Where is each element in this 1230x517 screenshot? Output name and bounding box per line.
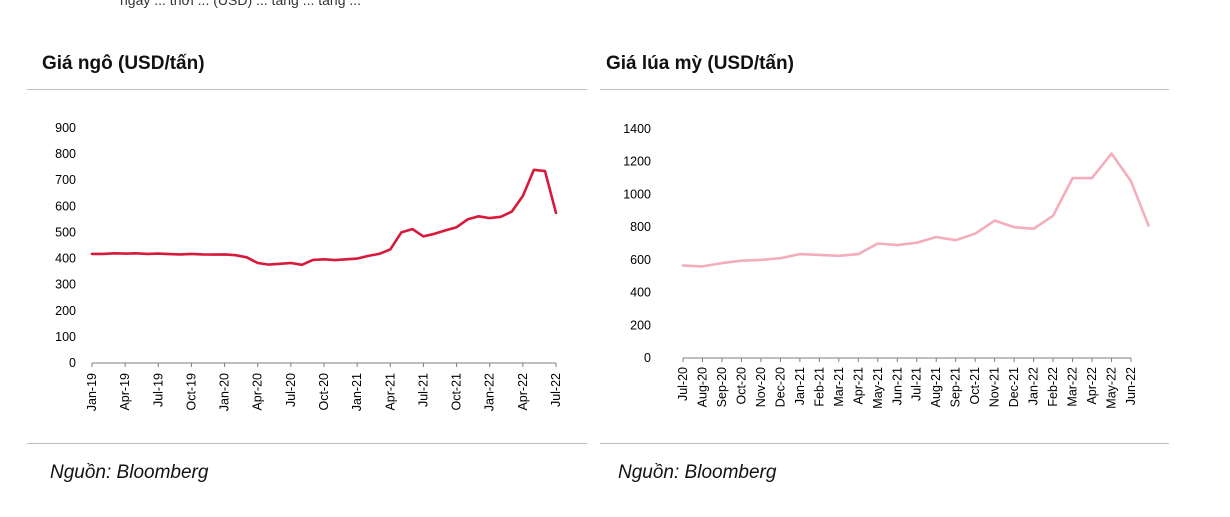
corn-y-tick-label: 0 [69,356,76,370]
corn-x-tick-label: Jul-21 [416,373,430,407]
left-top-rule [27,89,587,90]
right-bottom-rule [600,443,1169,444]
corn-x-tick-label: Apr-22 [516,373,530,411]
wheat-y-tick-label: 400 [630,286,651,300]
wheat-price-line [681,152,1150,268]
wheat-x-tick-label: Aug-20 [695,367,709,407]
wheat-x-tick-label: Jan-22 [1027,367,1041,405]
wheat-chart-source: Nguồn: Bloomberg [618,462,777,483]
corn-x-tick-label: Jul-19 [151,373,165,407]
corn-y-tick-label: 500 [55,225,76,239]
corn-y-tick-label: 200 [55,304,76,318]
wheat-y-tick-label: 1200 [623,155,651,169]
corn-price-line [90,168,558,267]
wheat-x-tick-label: May-21 [871,367,885,409]
corn-x-tick-label: Apr-21 [383,373,397,411]
corn-x-tick-label: Jul-22 [549,373,563,407]
wheat-x-tick-label: Jun-22 [1124,367,1138,405]
wheat-x-tick-label: Jan-21 [793,367,807,405]
wheat-x-tick-label: Mar-21 [832,367,846,407]
wheat-x-tick-label: Oct-20 [734,367,748,405]
wheat-x-tick-label: Dec-21 [1007,367,1021,407]
wheat-y-tick-label: 600 [630,253,651,267]
wheat-x-tick-label: Aug-21 [929,367,943,407]
wheat-x-tick-label: Jun-21 [890,367,904,405]
corn-x-tick-label: Jan-21 [350,373,364,411]
wheat-y-tick-label: 1400 [623,122,651,136]
wheat-x-tick-label: Apr-21 [851,367,865,405]
right-top-rule [600,89,1169,90]
wheat-x-tick-label: Mar-22 [1066,367,1080,407]
wheat-x-tick-label: Feb-21 [812,367,826,407]
corn-y-tick-label: 300 [55,278,76,292]
corn-y-tick-label: 700 [55,173,76,187]
wheat-y-tick-label: 1000 [623,187,651,201]
wheat-chart-title: Giá lúa mỳ (USD/tấn) [606,53,794,74]
corn-y-tick-label: 600 [55,199,76,213]
wheat-y-tick-label: 200 [630,318,651,332]
wheat-x-tick-label: Nov-21 [988,367,1002,407]
wheat-x-tick-label: Sep-20 [715,367,729,407]
wheat-x-tick-label: Oct-21 [968,367,982,405]
corn-y-tick-label: 900 [55,121,76,135]
corn-y-tick-label: 400 [55,252,76,266]
wheat-y-tick-label: 800 [630,220,651,234]
corn-x-tick-label: Oct-21 [450,373,464,411]
wheat-x-tick-label: Apr-22 [1085,367,1099,405]
wheat-x-tick-label: Jul-20 [676,367,690,401]
corn-y-tick-label: 800 [55,147,76,161]
corn-x-tick-label: Jul-20 [284,373,298,407]
corn-x-tick-label: Oct-19 [184,373,198,411]
top-caption: ngày ... thời ... (USD) ... tăng ... tăn… [120,0,362,8]
corn-x-tick-label: Apr-19 [118,373,132,411]
corn-x-tick-label: Apr-20 [251,373,265,411]
corn-chart-title: Giá ngô (USD/tấn) [42,53,205,74]
wheat-y-tick-label: 0 [644,351,651,365]
wheat-x-tick-label: Jul-21 [910,367,924,401]
wheat-x-tick-label: Nov-20 [754,367,768,407]
left-bottom-rule [27,443,587,444]
corn-y-tick-label: 100 [55,330,76,344]
corn-x-tick-label: Jan-20 [218,373,232,411]
corn-x-tick-label: Jan-19 [85,373,99,411]
corn-x-tick-label: Jan-22 [483,373,497,411]
wheat-x-tick-label: Sep-21 [949,367,963,407]
wheat-x-tick-label: Dec-20 [773,367,787,407]
wheat-x-tick-label: May-22 [1105,367,1119,409]
corn-x-tick-label: Oct-20 [317,373,331,411]
corn-chart-source: Nguồn: Bloomberg [50,462,209,483]
wheat-x-tick-label: Feb-22 [1046,367,1060,407]
